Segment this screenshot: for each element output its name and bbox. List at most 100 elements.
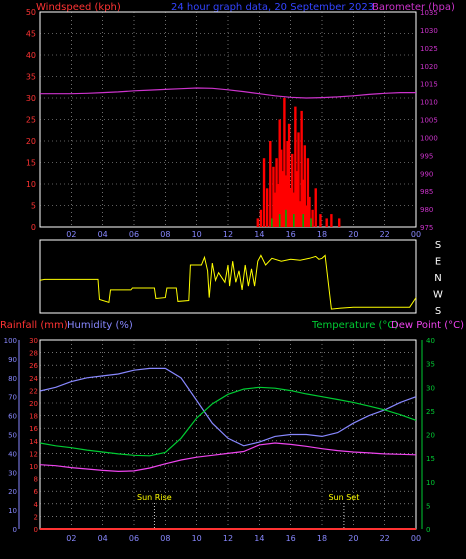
rain-tick-label: 14 (29, 438, 38, 446)
rainfall-title: Rainfall (mm) (0, 320, 68, 331)
wind-left-tick-label: 25 (26, 116, 36, 125)
wind-bar (275, 158, 278, 227)
wind-left-tick-label: 45 (26, 30, 36, 39)
rain-tick-label: 26 (29, 362, 38, 370)
wind-bar (292, 192, 295, 227)
humidity-tick-label: 10 (8, 507, 17, 515)
gust-bar (302, 214, 304, 227)
wind-bar (308, 196, 311, 227)
wind-bar (256, 218, 259, 227)
wind-bar (284, 175, 288, 227)
wind-bar (306, 158, 310, 227)
wind-bar (283, 98, 286, 227)
wind-bar (302, 179, 305, 227)
wind-bar (259, 209, 263, 227)
wind-bar (319, 214, 322, 227)
x-tick-label: 22 (380, 534, 390, 543)
wind-bar (262, 158, 266, 227)
temperature-tick-label: 20 (426, 432, 435, 440)
direction-panel-frame (39, 239, 417, 314)
wind-left-tick-label: 40 (26, 51, 36, 60)
humidity-line (39, 367, 417, 447)
temperature-tick-label: 10 (426, 479, 435, 487)
humidity-tick-label: 60 (8, 413, 17, 421)
x-tick-label: 18 (317, 534, 327, 543)
wind-left-tick-label: 50 (26, 8, 36, 17)
gust-bar (310, 218, 312, 227)
barometer-right-tick-label: 975 (420, 224, 433, 232)
wind-left-tick-label: 30 (26, 94, 36, 103)
rain-tick-label: 4 (34, 501, 39, 509)
wind-left-tick-label: 20 (26, 137, 36, 146)
wind-bar (278, 119, 281, 227)
x-tick-label: 02 (66, 534, 76, 543)
x-tick-label: 16 (286, 534, 296, 543)
humidity-tick-label: 100 (4, 337, 17, 345)
rain-tick-label: 20 (29, 400, 38, 408)
temperature-tick-label: 5 (426, 502, 430, 510)
x-tick-label: 18 (317, 230, 327, 239)
gust-bar (285, 209, 287, 227)
wind-bar (286, 141, 289, 227)
rain-tick-label: 12 (29, 450, 38, 458)
wind-bar (265, 188, 269, 227)
windspeed-title: Windspeed (kph) (36, 2, 121, 13)
rain-tick-label: 2 (34, 513, 38, 521)
barometer-right-tick-label: 995 (420, 152, 433, 160)
x-tick-label: 14 (254, 230, 264, 239)
barometer-right-tick-label: 1030 (420, 27, 438, 35)
wind-left-tick-label: 35 (26, 73, 36, 82)
wind-bar (280, 149, 283, 227)
barometer-right-tick-label: 980 (420, 206, 433, 214)
barometer-right-tick-label: 1000 (420, 134, 438, 142)
humidity-title: Humidity (%) (67, 320, 133, 331)
rain-tick-label: 24 (29, 375, 38, 383)
x-tick-label: 00 (411, 230, 421, 239)
wind-direction-line (39, 254, 417, 310)
wind-bar (289, 188, 292, 227)
rain-tick-label: 18 (29, 413, 38, 421)
temperature-tick-label: 30 (426, 384, 435, 392)
x-tick-label: 08 (160, 534, 170, 543)
rain-tick-label: 0 (34, 526, 38, 534)
rain-tick-label: 28 (29, 350, 38, 358)
x-tick-label: 06 (129, 230, 139, 239)
temperature-tick-label: 35 (426, 361, 435, 369)
rain-tick-label: 10 (29, 463, 38, 471)
wind-bar (314, 188, 317, 227)
humidity-tick-label: 90 (8, 356, 17, 364)
humidity-tick-label: 70 (8, 394, 17, 402)
x-tick-label: 12 (223, 534, 233, 543)
x-tick-label: 10 (192, 534, 202, 543)
dewpoint-title: Dew Point (°C) (391, 320, 464, 331)
wind-bar (281, 171, 285, 227)
humidity-tick-label: 40 (8, 450, 17, 458)
rain-tick-label: 16 (29, 425, 38, 433)
sunrise-label: Sun Rise (137, 493, 172, 502)
direction-letter: E (435, 257, 441, 268)
x-tick-label: 22 (380, 230, 390, 239)
temperature-line (39, 386, 417, 457)
wind-bar (311, 209, 314, 227)
sunset-label: Sun Set (328, 493, 359, 502)
wind-bar (297, 132, 300, 227)
temperature-tick-label: 40 (426, 337, 435, 345)
wind-bar (330, 214, 333, 227)
wind-bar (295, 171, 299, 227)
rain-tick-label: 30 (29, 337, 38, 345)
x-tick-label: 16 (286, 230, 296, 239)
x-tick-label: 20 (348, 534, 358, 543)
wind-left-tick-label: 0 (31, 223, 36, 232)
x-tick-label: 04 (98, 534, 108, 543)
wind-bar (303, 145, 306, 227)
direction-letter: W (433, 290, 443, 301)
temperature-tick-label: 0 (426, 526, 430, 534)
dewpoint-line (39, 442, 417, 473)
direction-letter: S (435, 306, 441, 317)
x-tick-label: 06 (129, 534, 139, 543)
barometer-right-tick-label: 1015 (420, 81, 438, 89)
x-tick-label: 00 (411, 534, 421, 543)
temperature-tick-label: 25 (426, 408, 435, 416)
